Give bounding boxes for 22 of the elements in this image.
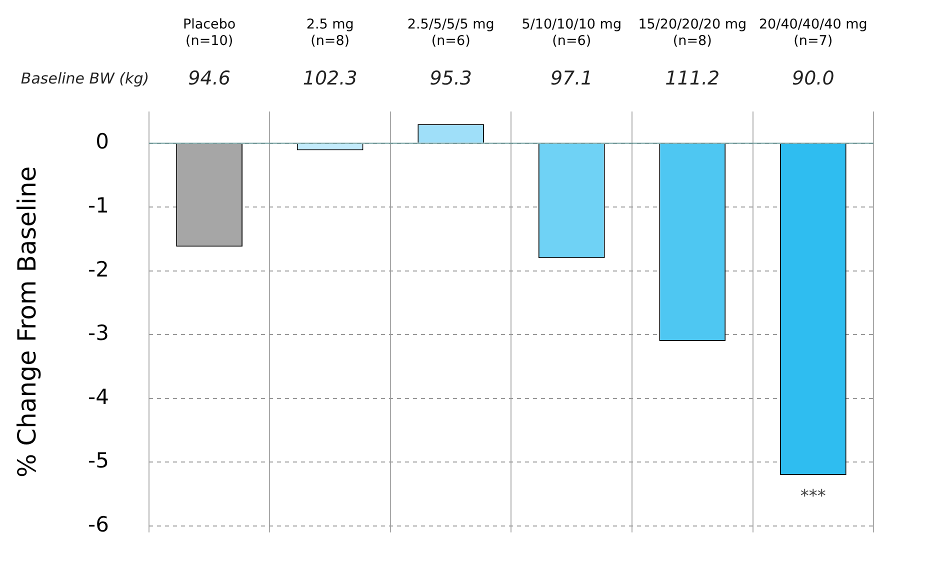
- y-tick-label: 0: [96, 130, 109, 154]
- y-tick-label: -3: [88, 321, 109, 346]
- x-tick-label: 2.5/5/5/5 mg (n=6): [407, 16, 494, 49]
- y-tick-label: -5: [88, 448, 109, 473]
- y-tick-label: -4: [88, 384, 109, 409]
- text: 102.3: [302, 67, 358, 90]
- x-tick-label: 15/20/20/20 mg (n=8): [638, 16, 747, 49]
- text: 90.0: [792, 67, 834, 90]
- text: 95.3: [430, 67, 472, 90]
- x-tick-label: 20/40/40/40 mg (n=7): [758, 16, 868, 49]
- text: Baseline BW (kg): [20, 69, 150, 88]
- y-axis-title: % Change From Baseline: [12, 166, 42, 478]
- y-tick-label: -1: [88, 194, 109, 218]
- y-tick-label: -6: [88, 512, 109, 536]
- annotation: ***: [800, 486, 826, 506]
- y-tick-label: -2: [88, 257, 109, 282]
- x-tick-label: Placebo (n=10): [182, 16, 236, 49]
- x-tick-label: 2.5 mg (n=8): [306, 16, 354, 49]
- text: 97.1: [550, 67, 593, 90]
- text: 111.2: [665, 67, 720, 90]
- text: 94.6: [188, 67, 230, 90]
- x-tick-label: 5/10/10/10 mg (n=6): [522, 16, 622, 49]
